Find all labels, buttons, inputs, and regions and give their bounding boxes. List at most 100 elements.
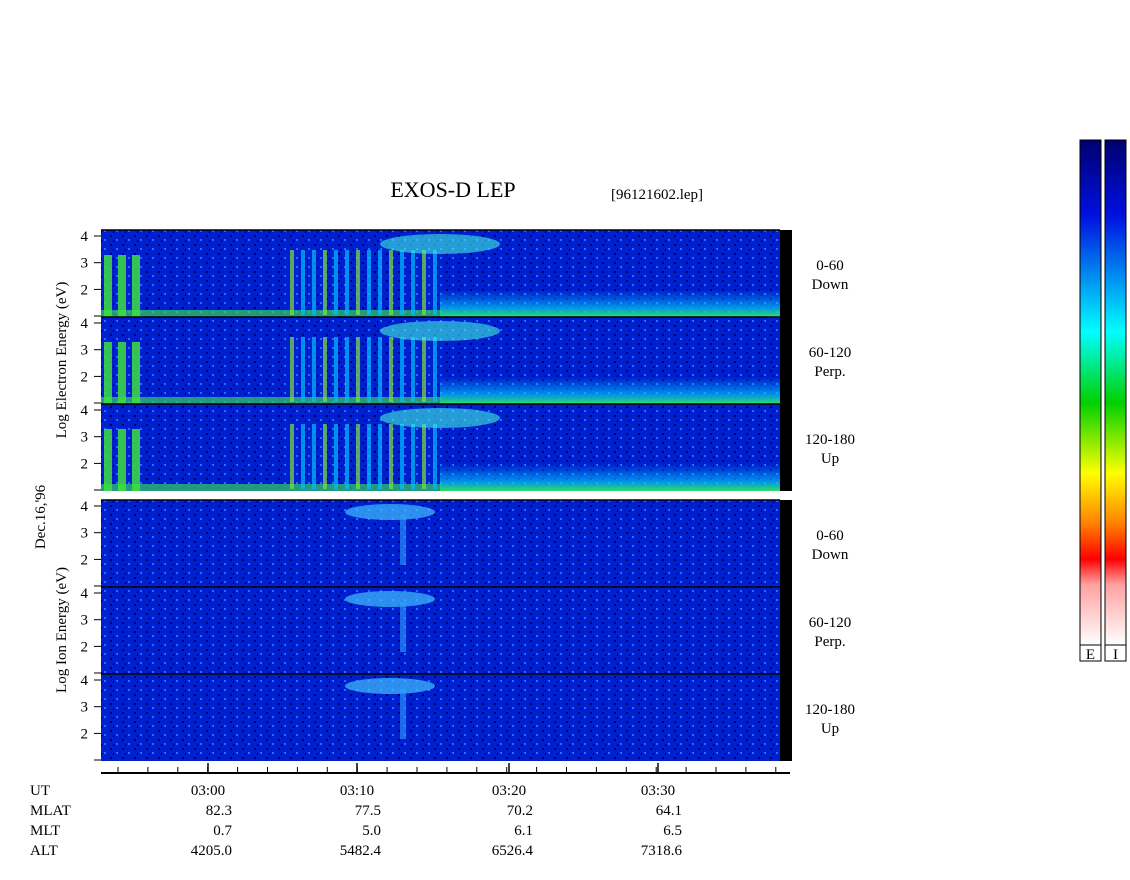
panel-edge [780, 587, 792, 674]
spectrogram-burst [334, 337, 338, 402]
spectrogram-burst [356, 250, 360, 315]
panel-edge [780, 674, 792, 761]
panel-range: 60-120 [809, 615, 852, 631]
spectrogram-burst [345, 250, 349, 315]
spectrogram-burst [433, 337, 437, 402]
spectrogram-burst [400, 424, 404, 489]
y-tick-label: 4 [81, 673, 89, 689]
spectrogram-burst [400, 515, 406, 565]
y-tick-label: 2 [81, 282, 89, 298]
panel-direction: Down [812, 277, 849, 293]
row-value: 5.0 [362, 823, 381, 839]
spectrogram-cloud [380, 321, 500, 341]
spectrogram-burst [422, 337, 426, 402]
y-tick-label: 3 [81, 613, 89, 629]
spectrogram-burst [422, 250, 426, 315]
spectrogram-burst [345, 424, 349, 489]
spectrogram-burst [301, 250, 305, 315]
spectrogram-band [101, 397, 441, 404]
spectrogram-burst [104, 255, 112, 317]
spectrogram-burst [301, 337, 305, 402]
panel-direction: Up [821, 451, 839, 467]
row-value: 7318.6 [641, 843, 683, 859]
y-tick-label: 2 [81, 552, 89, 568]
x-tick-label: 03:00 [191, 783, 225, 799]
row-label: ALT [30, 843, 58, 859]
panel-range: 0-60 [816, 528, 844, 544]
spectrogram-burst [367, 424, 371, 489]
spectrogram-burst [345, 337, 349, 402]
spectrogram-cloud [345, 591, 435, 607]
spectrogram-burst [334, 424, 338, 489]
row-value: 6.5 [663, 823, 682, 839]
row-value: 0.7 [213, 823, 232, 839]
panel-range: 120-180 [805, 702, 855, 718]
spectrogram-panel [101, 587, 780, 674]
spectrogram-burst [389, 250, 393, 315]
x-tick-label: 03:30 [641, 783, 675, 799]
row-label: MLT [30, 823, 60, 839]
spectrogram-burst [118, 429, 126, 491]
spectrogram-burst [118, 255, 126, 317]
panel-direction: Down [812, 547, 849, 563]
spectrogram-burst [400, 602, 406, 652]
x-tick-label: 03:10 [340, 783, 374, 799]
panel-direction: Up [821, 721, 839, 737]
spectrogram-burst [132, 255, 140, 317]
panel-range: 120-180 [805, 432, 855, 448]
spectrogram-cloud [380, 408, 500, 428]
panel-edge [780, 500, 792, 587]
spectrogram-burst [400, 337, 404, 402]
row-label: UT [30, 783, 50, 799]
spectrogram-burst [290, 424, 294, 489]
y-tick-label: 4 [81, 499, 89, 515]
spectrogram-cloud [345, 678, 435, 694]
spectrogram-burst [312, 424, 316, 489]
spectrogram-burst [433, 424, 437, 489]
row-label: MLAT [30, 803, 71, 819]
y-tick-label: 3 [81, 430, 89, 446]
row-value: 4205.0 [191, 843, 232, 859]
row-value: 64.1 [656, 803, 682, 819]
spectrogram-burst [422, 424, 426, 489]
spectrogram-burst [104, 429, 112, 491]
panel-range: 0-60 [816, 258, 844, 274]
spectrogram-burst [367, 337, 371, 402]
y-tick-label: 2 [81, 456, 89, 472]
spectrogram-cloud [380, 234, 500, 254]
spectrogram-burst [290, 250, 294, 315]
spectrogram-burst [323, 337, 327, 402]
panel-edge [780, 317, 792, 404]
x-tick-label: 03:20 [492, 783, 526, 799]
spectrogram-burst [356, 337, 360, 402]
spectrogram-burst [312, 250, 316, 315]
spectrogram-burst [132, 342, 140, 404]
spectrogram-burst [378, 250, 382, 315]
panel-direction: Perp. [814, 364, 845, 380]
spectrogram-burst [378, 424, 382, 489]
colorbar-label-box [1104, 644, 1127, 662]
spectrogram-burst [400, 689, 406, 739]
spectrogram-cloud [345, 504, 435, 520]
date-label: Dec.16,'96 [33, 484, 49, 549]
spectrogram-panel [101, 500, 780, 587]
file-name: [96121602.lep] [611, 187, 703, 203]
spectrogram-burst [323, 250, 327, 315]
y-tick-label: 2 [81, 726, 89, 742]
spectrogram-burst [312, 337, 316, 402]
spectrogram-band [101, 484, 441, 491]
y-tick-label: 2 [81, 639, 89, 655]
panel-direction: Perp. [814, 634, 845, 650]
panel-edge [780, 404, 792, 491]
y-tick-label: 4 [81, 229, 89, 245]
panel-edge [780, 230, 792, 317]
spectrogram-burst [118, 342, 126, 404]
spectrogram-burst [400, 250, 404, 315]
spectrogram-burst [367, 250, 371, 315]
colorbar [1079, 139, 1102, 646]
spectrogram-burst [290, 337, 294, 402]
row-value: 6.1 [514, 823, 533, 839]
spectrogram-burst [433, 250, 437, 315]
spectrogram-band [440, 464, 780, 491]
